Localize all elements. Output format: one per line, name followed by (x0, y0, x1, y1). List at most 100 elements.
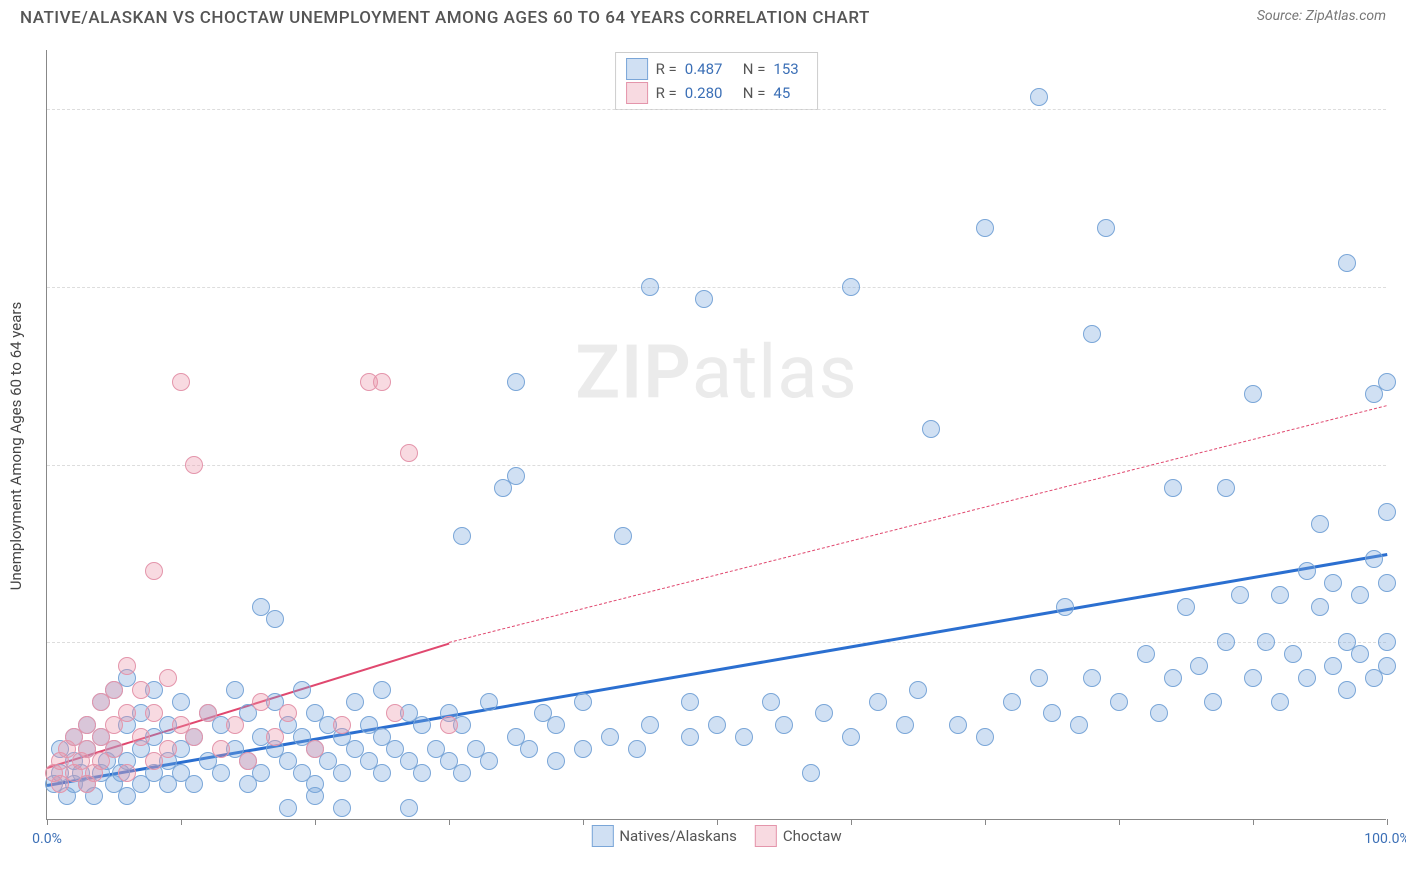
data-point (400, 799, 418, 817)
legend-item: Choctaw (755, 825, 842, 847)
data-point (185, 456, 203, 474)
data-point (453, 527, 471, 545)
data-point (172, 373, 190, 391)
data-point (212, 764, 230, 782)
scatter-plot: ZIPatlas R =0.487N =153R =0.280N =45 Nat… (46, 50, 1386, 820)
data-point (1338, 254, 1356, 272)
data-point (601, 728, 619, 746)
data-point (373, 373, 391, 391)
data-point (199, 704, 217, 722)
data-point (1351, 645, 1369, 663)
data-point (266, 728, 284, 746)
data-point (1311, 515, 1329, 533)
data-point (520, 740, 538, 758)
x-tick (985, 819, 986, 825)
x-tick (315, 819, 316, 825)
data-point (373, 764, 391, 782)
data-point (547, 752, 565, 770)
data-point (1204, 693, 1222, 711)
data-point (976, 728, 994, 746)
legend-n-value: 45 (773, 81, 807, 105)
data-point (333, 716, 351, 734)
legend-n-value: 153 (773, 57, 807, 81)
data-point (1365, 550, 1383, 568)
data-point (333, 799, 351, 817)
data-point (226, 681, 244, 699)
data-point (1217, 633, 1235, 651)
x-tick (717, 819, 718, 825)
x-tick (47, 819, 48, 825)
data-point (279, 799, 297, 817)
data-point (333, 764, 351, 782)
legend-swatch (755, 825, 777, 847)
data-point (1150, 704, 1168, 722)
data-point (1137, 645, 1155, 663)
data-point (105, 740, 123, 758)
data-point (132, 681, 150, 699)
legend-series-label: Natives/Alaskans (619, 827, 737, 845)
data-point (1378, 633, 1396, 651)
data-point (453, 764, 471, 782)
data-point (346, 693, 364, 711)
data-point (118, 657, 136, 675)
legend-item: Natives/Alaskans (591, 825, 737, 847)
data-point (896, 716, 914, 734)
legend-swatch (626, 82, 648, 104)
data-point (628, 740, 646, 758)
data-point (132, 728, 150, 746)
data-point (1324, 574, 1342, 592)
legend-r-value: 0.487 (685, 57, 735, 81)
legend-series-label: Choctaw (783, 827, 842, 845)
data-point (507, 467, 525, 485)
legend-r-label: R = (656, 81, 677, 105)
legend-row: R =0.280N =45 (626, 81, 808, 105)
data-point (172, 693, 190, 711)
data-point (1231, 586, 1249, 604)
data-point (1083, 669, 1101, 687)
legend-r-label: R = (656, 57, 677, 81)
data-point (1378, 373, 1396, 391)
x-tick (181, 819, 182, 825)
data-point (547, 716, 565, 734)
y-tick-label: 45.0% (1394, 279, 1406, 295)
x-tick (583, 819, 584, 825)
data-point (1056, 598, 1074, 616)
x-tick (1119, 819, 1120, 825)
watermark: ZIPatlas (575, 329, 857, 416)
data-point (1164, 669, 1182, 687)
correlation-legend: R = 0.487 N = 153R =0.280N =45 (615, 52, 819, 110)
data-point (400, 444, 418, 462)
data-point (1177, 598, 1195, 616)
x-tick (851, 819, 852, 825)
data-point (1164, 479, 1182, 497)
x-tick (1253, 819, 1254, 825)
data-point (1030, 669, 1048, 687)
data-point (413, 764, 431, 782)
x-tick-label: 0.0% (32, 831, 62, 847)
series-legend: Natives/Alaskans Choctaw (591, 825, 841, 847)
data-point (1378, 574, 1396, 592)
data-point (306, 787, 324, 805)
data-point (1190, 657, 1208, 675)
data-point (1217, 479, 1235, 497)
data-point (413, 716, 431, 734)
data-point (1070, 716, 1088, 734)
source-label: Source: ZipAtlas.com (1257, 8, 1386, 24)
data-point (869, 693, 887, 711)
data-point (1244, 385, 1262, 403)
legend-swatch (591, 825, 613, 847)
data-point (1378, 657, 1396, 675)
data-point (735, 728, 753, 746)
y-tick-label: 30.0% (1394, 457, 1406, 473)
legend-n-label: N = (743, 57, 766, 81)
data-point (641, 716, 659, 734)
data-point (226, 716, 244, 734)
data-point (1043, 704, 1061, 722)
data-point (1097, 219, 1115, 237)
y-tick-label: 60.0% (1394, 101, 1406, 117)
data-point (574, 740, 592, 758)
data-point (145, 704, 163, 722)
data-point (949, 716, 967, 734)
data-point (762, 693, 780, 711)
data-point (922, 420, 940, 438)
